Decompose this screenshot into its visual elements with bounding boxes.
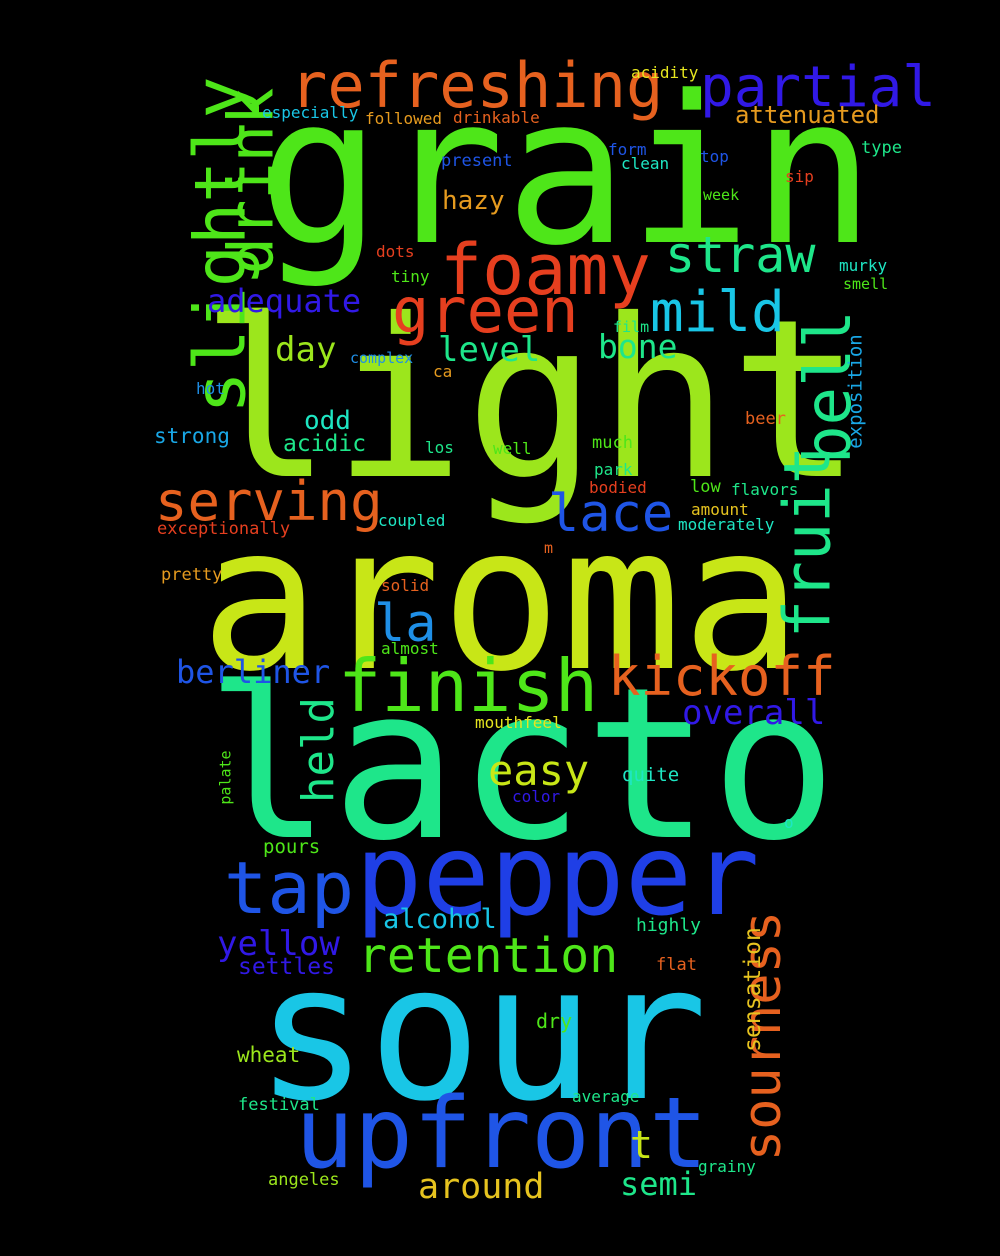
word-festival: festival bbox=[238, 1095, 320, 1115]
word-moderately: moderately bbox=[678, 515, 775, 534]
word-t: t bbox=[630, 1123, 653, 1167]
word-present: present bbox=[441, 151, 513, 171]
word-film: film bbox=[613, 318, 650, 336]
word-settles: settles bbox=[238, 954, 335, 980]
word-acidic: acidic bbox=[283, 431, 367, 457]
word-dots: dots bbox=[376, 242, 415, 261]
word-solid: solid bbox=[381, 576, 430, 595]
word-partial: partial bbox=[700, 55, 937, 120]
word-adequate: adequate bbox=[207, 282, 362, 320]
word-finish: finish bbox=[338, 644, 599, 728]
word-retention: retention bbox=[358, 928, 619, 984]
word-sensation: sensation bbox=[739, 927, 766, 1052]
word-la: la bbox=[374, 594, 437, 654]
word-level: level bbox=[438, 330, 541, 370]
word-especially: especially bbox=[262, 103, 359, 122]
word-aroma: aroma bbox=[200, 483, 803, 716]
word-smell: smell bbox=[843, 275, 889, 293]
word-o: o bbox=[784, 813, 794, 832]
word-yellow: yellow bbox=[217, 924, 340, 964]
word-ca: ca bbox=[433, 362, 453, 381]
word-semi: semi bbox=[620, 1165, 698, 1203]
word-drinkable: drinkable bbox=[453, 108, 540, 127]
word-tiny: tiny bbox=[391, 267, 430, 286]
word-clean: clean bbox=[621, 154, 670, 173]
word-grain: grain bbox=[258, 53, 876, 291]
word-mouthfeel: mouthfeel bbox=[475, 713, 562, 732]
word-around: around bbox=[418, 1167, 545, 1207]
word-serving: serving bbox=[155, 470, 383, 533]
word-foamy: foamy bbox=[440, 229, 651, 311]
word-attenuated: attenuated bbox=[735, 101, 880, 129]
word-flat: flat bbox=[656, 955, 697, 975]
word-sour: sour bbox=[255, 924, 708, 1143]
word-refreshing: refreshing bbox=[290, 49, 664, 122]
word-amount: amount bbox=[691, 500, 749, 519]
word-low: low bbox=[690, 477, 721, 497]
word-held: held bbox=[292, 697, 344, 803]
word-well: well bbox=[493, 439, 532, 458]
word-form: form bbox=[608, 140, 647, 159]
word-straw: straw bbox=[665, 226, 816, 284]
word-flavors: flavors bbox=[731, 480, 799, 499]
word-beer: beer bbox=[745, 409, 786, 429]
word-upfront: upfront bbox=[295, 1077, 709, 1191]
word-easy: easy bbox=[488, 746, 590, 795]
word-green: green bbox=[392, 274, 579, 347]
word-berliner: berliner bbox=[176, 653, 331, 691]
word-quite: quite bbox=[622, 764, 680, 786]
word-pepper: pepper bbox=[355, 811, 760, 941]
word-odd: odd bbox=[304, 406, 351, 436]
word-bone: bone bbox=[598, 327, 678, 366]
word-type: type bbox=[861, 138, 902, 158]
word-los: los bbox=[425, 438, 454, 457]
word-bodied: bodied bbox=[589, 478, 647, 497]
word-complex: complex bbox=[350, 349, 414, 367]
word-much: much bbox=[592, 433, 633, 453]
word-color: color bbox=[512, 787, 561, 806]
word-lace: lace bbox=[548, 484, 674, 544]
word-week: week bbox=[703, 186, 740, 204]
word-tap: tap bbox=[224, 846, 355, 930]
word-m: m bbox=[544, 539, 554, 557]
word-park: park bbox=[594, 460, 633, 479]
word-sip: sip bbox=[785, 167, 814, 186]
word-light: light bbox=[200, 272, 863, 528]
word-wheat: wheat bbox=[237, 1043, 301, 1067]
word-mild: mild bbox=[650, 280, 785, 345]
word-strong: strong bbox=[154, 424, 230, 448]
word-overall: overall bbox=[682, 693, 826, 733]
word-fruit: fruit bbox=[771, 445, 846, 639]
word-kickoff: kickoff bbox=[608, 645, 836, 708]
word-grainy: grainy bbox=[698, 1157, 756, 1176]
word-dry: dry bbox=[536, 1009, 573, 1033]
word-day: day bbox=[275, 330, 337, 370]
word-murky: murky bbox=[839, 256, 888, 275]
word-lacto: lacto bbox=[205, 642, 838, 887]
word-exceptionally: exceptionally bbox=[157, 519, 291, 539]
word-angeles: angeles bbox=[268, 1170, 340, 1190]
word-alcohol: alcohol bbox=[383, 904, 497, 935]
word-average: average bbox=[572, 1087, 640, 1106]
word-palate: palate bbox=[216, 750, 235, 805]
word-coupled: coupled bbox=[378, 511, 446, 530]
word-exposition: exposition bbox=[844, 334, 867, 449]
word-highly: highly bbox=[636, 915, 702, 936]
word-pours: pours bbox=[263, 836, 321, 858]
word-acidity: acidity bbox=[631, 63, 699, 82]
word-top: top bbox=[700, 147, 729, 166]
word-followed: followed bbox=[365, 109, 443, 128]
word-hot: hot bbox=[196, 379, 225, 398]
word-hazy: hazy bbox=[442, 186, 505, 216]
word-almost: almost bbox=[381, 639, 439, 658]
word-pretty: pretty bbox=[161, 565, 223, 585]
